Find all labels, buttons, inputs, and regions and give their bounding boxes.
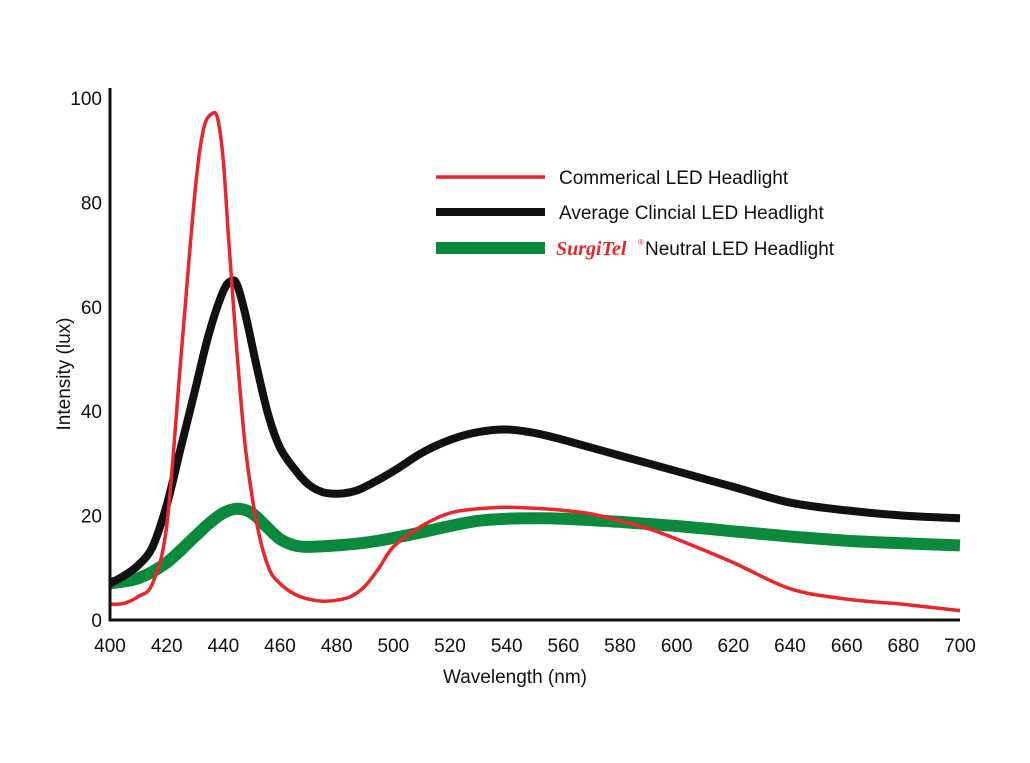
y-tick-label: 0 <box>91 611 102 632</box>
series-line-surgitel-neutral <box>108 502 961 590</box>
legend-entry-average-clinical: Average Clincial LED Headlight <box>436 203 824 224</box>
x-tick-labels: 400 420 440 460 480 500 520 540 560 580 600 620 640 6… <box>94 636 976 657</box>
legend-label: Commerical LED Headlight <box>559 168 789 189</box>
registered-mark: ® <box>638 238 644 247</box>
x-tick-label: 560 <box>547 636 579 657</box>
x-tick-label: 700 <box>944 636 976 657</box>
legend-label: Average Clincial LED Headlight <box>559 203 824 224</box>
x-tick-label: 540 <box>491 636 523 657</box>
x-tick-label: 400 <box>94 636 126 657</box>
x-tick-label: 480 <box>321 636 353 657</box>
x-tick-label: 440 <box>207 636 239 657</box>
legend: Commerical LED Headlight Average Clincial… <box>436 168 835 260</box>
x-tick-label: 620 <box>717 636 749 657</box>
surgitel-brand-logo: SurgiTel <box>556 238 627 260</box>
y-tick-label: 20 <box>81 507 102 528</box>
x-tick-label: 500 <box>377 636 409 657</box>
x-axis-title: Wavelength (nm) <box>443 667 587 688</box>
y-tick-label: 80 <box>81 193 102 214</box>
legend-label: Neutral LED Headlight <box>645 239 835 260</box>
series-line-commercial <box>109 110 961 613</box>
x-tick-label: 680 <box>887 636 919 657</box>
y-tick-labels: 0 20 40 60 80 100 <box>70 89 102 632</box>
y-axis-title: Intensity (lux) <box>54 318 75 431</box>
y-tick-label: 100 <box>70 89 102 110</box>
x-tick-label: 460 <box>264 636 296 657</box>
legend-entry-surgitel-neutral: SurgiTel ® Neutral LED Headlight <box>436 238 835 260</box>
y-tick-label: 60 <box>81 298 102 319</box>
axes <box>108 88 960 622</box>
legend-entry-commercial: Commerical LED Headlight <box>436 168 789 189</box>
x-tick-label: 600 <box>661 636 693 657</box>
series-lines <box>108 110 961 613</box>
x-tick-label: 580 <box>604 636 636 657</box>
x-tick-label: 640 <box>774 636 806 657</box>
series-line-average-clinical <box>108 276 961 588</box>
x-tick-label: 420 <box>151 636 183 657</box>
y-tick-label: 40 <box>81 402 102 423</box>
x-tick-label: 520 <box>434 636 466 657</box>
x-tick-label: 660 <box>831 636 863 657</box>
